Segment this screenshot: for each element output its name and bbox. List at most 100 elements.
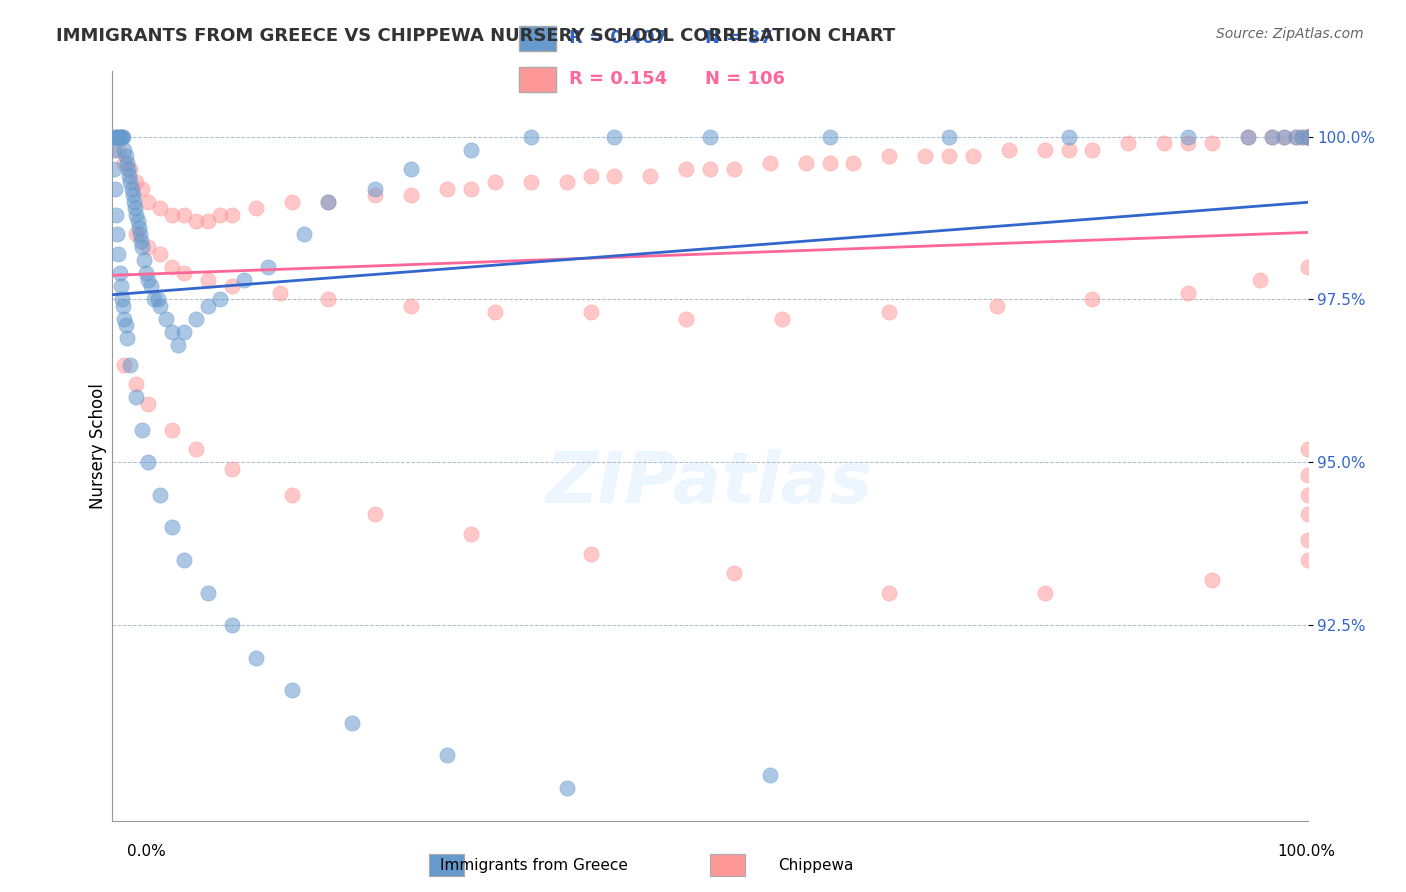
Point: [1177, 129, 1199, 144]
Point: [120, 162, 142, 177]
Point: [209, 293, 232, 307]
Text: IMMIGRANTS FROM GREECE VS CHIPPEWA NURSERY SCHOOL CORRELATION CHART: IMMIGRANTS FROM GREECE VS CHIPPEWA NURSE…: [56, 27, 896, 45]
Point: [107, 143, 129, 157]
Point: [1033, 143, 1056, 157]
Point: [281, 194, 304, 209]
Point: [104, 129, 127, 144]
Point: [105, 227, 128, 242]
Point: [1291, 129, 1313, 144]
Point: [197, 585, 219, 599]
Point: [1081, 143, 1104, 157]
Point: [1177, 136, 1199, 150]
Point: [364, 188, 387, 202]
Point: [107, 247, 129, 261]
Point: [1296, 129, 1319, 144]
Point: [1081, 293, 1104, 307]
Point: [111, 129, 134, 144]
Point: [146, 293, 169, 307]
Point: [555, 780, 578, 795]
Point: [938, 129, 960, 144]
Point: [167, 338, 190, 352]
Point: [460, 143, 482, 157]
Point: [1296, 533, 1319, 548]
Point: [579, 547, 602, 561]
Point: [121, 188, 143, 202]
Point: [1261, 129, 1284, 144]
Point: [401, 188, 423, 202]
Point: [209, 208, 232, 222]
Point: [1296, 129, 1319, 144]
Point: [108, 266, 131, 280]
Point: [269, 285, 291, 300]
Point: [914, 149, 936, 163]
Point: [1296, 260, 1319, 274]
Point: [818, 129, 841, 144]
Point: [401, 299, 423, 313]
Point: [173, 266, 195, 280]
Point: [1118, 136, 1140, 150]
Point: [1285, 129, 1308, 144]
Point: [221, 208, 243, 222]
Point: [436, 181, 458, 195]
Point: [173, 553, 195, 567]
Y-axis label: Nursery School: Nursery School: [89, 383, 107, 509]
Point: [114, 318, 136, 333]
Point: [111, 293, 134, 307]
Point: [316, 194, 339, 209]
Point: [1296, 553, 1319, 567]
Point: [143, 293, 166, 307]
Point: [107, 129, 129, 144]
Point: [281, 488, 304, 502]
Point: [1285, 129, 1308, 144]
Point: [292, 227, 315, 242]
Point: [138, 397, 160, 411]
Point: [245, 650, 267, 665]
Point: [1153, 136, 1175, 150]
Point: [197, 273, 219, 287]
Point: [603, 169, 626, 183]
Point: [117, 162, 139, 177]
Point: [1296, 129, 1319, 144]
Point: [316, 293, 339, 307]
Point: [138, 273, 160, 287]
Point: [118, 169, 141, 183]
Point: [112, 299, 135, 313]
Point: [1296, 129, 1319, 144]
Point: [186, 214, 208, 228]
Point: [1296, 129, 1319, 144]
Point: [794, 155, 817, 169]
Point: [723, 162, 745, 177]
Point: [675, 162, 697, 177]
Point: [162, 520, 183, 534]
Point: [105, 129, 128, 144]
Point: [364, 181, 387, 195]
Point: [879, 149, 901, 163]
Point: [1296, 508, 1319, 522]
Point: [104, 181, 127, 195]
Point: [132, 253, 155, 268]
Point: [723, 566, 745, 580]
Point: [520, 175, 543, 189]
Point: [131, 240, 153, 254]
Point: [1296, 442, 1319, 457]
Point: [257, 260, 280, 274]
Point: [962, 149, 984, 163]
Point: [603, 129, 626, 144]
Point: [579, 305, 602, 319]
Point: [1272, 129, 1295, 144]
Point: [114, 155, 135, 169]
Point: [1237, 129, 1260, 144]
Point: [120, 358, 142, 372]
Point: [124, 201, 146, 215]
Point: [401, 162, 423, 177]
Point: [114, 358, 135, 372]
Point: [110, 129, 132, 144]
Point: [221, 279, 243, 293]
Point: [1296, 129, 1319, 144]
Point: [129, 227, 152, 242]
Point: [1296, 129, 1319, 144]
Point: [173, 208, 195, 222]
Point: [121, 181, 143, 195]
Point: [1249, 273, 1271, 287]
Point: [135, 266, 157, 280]
